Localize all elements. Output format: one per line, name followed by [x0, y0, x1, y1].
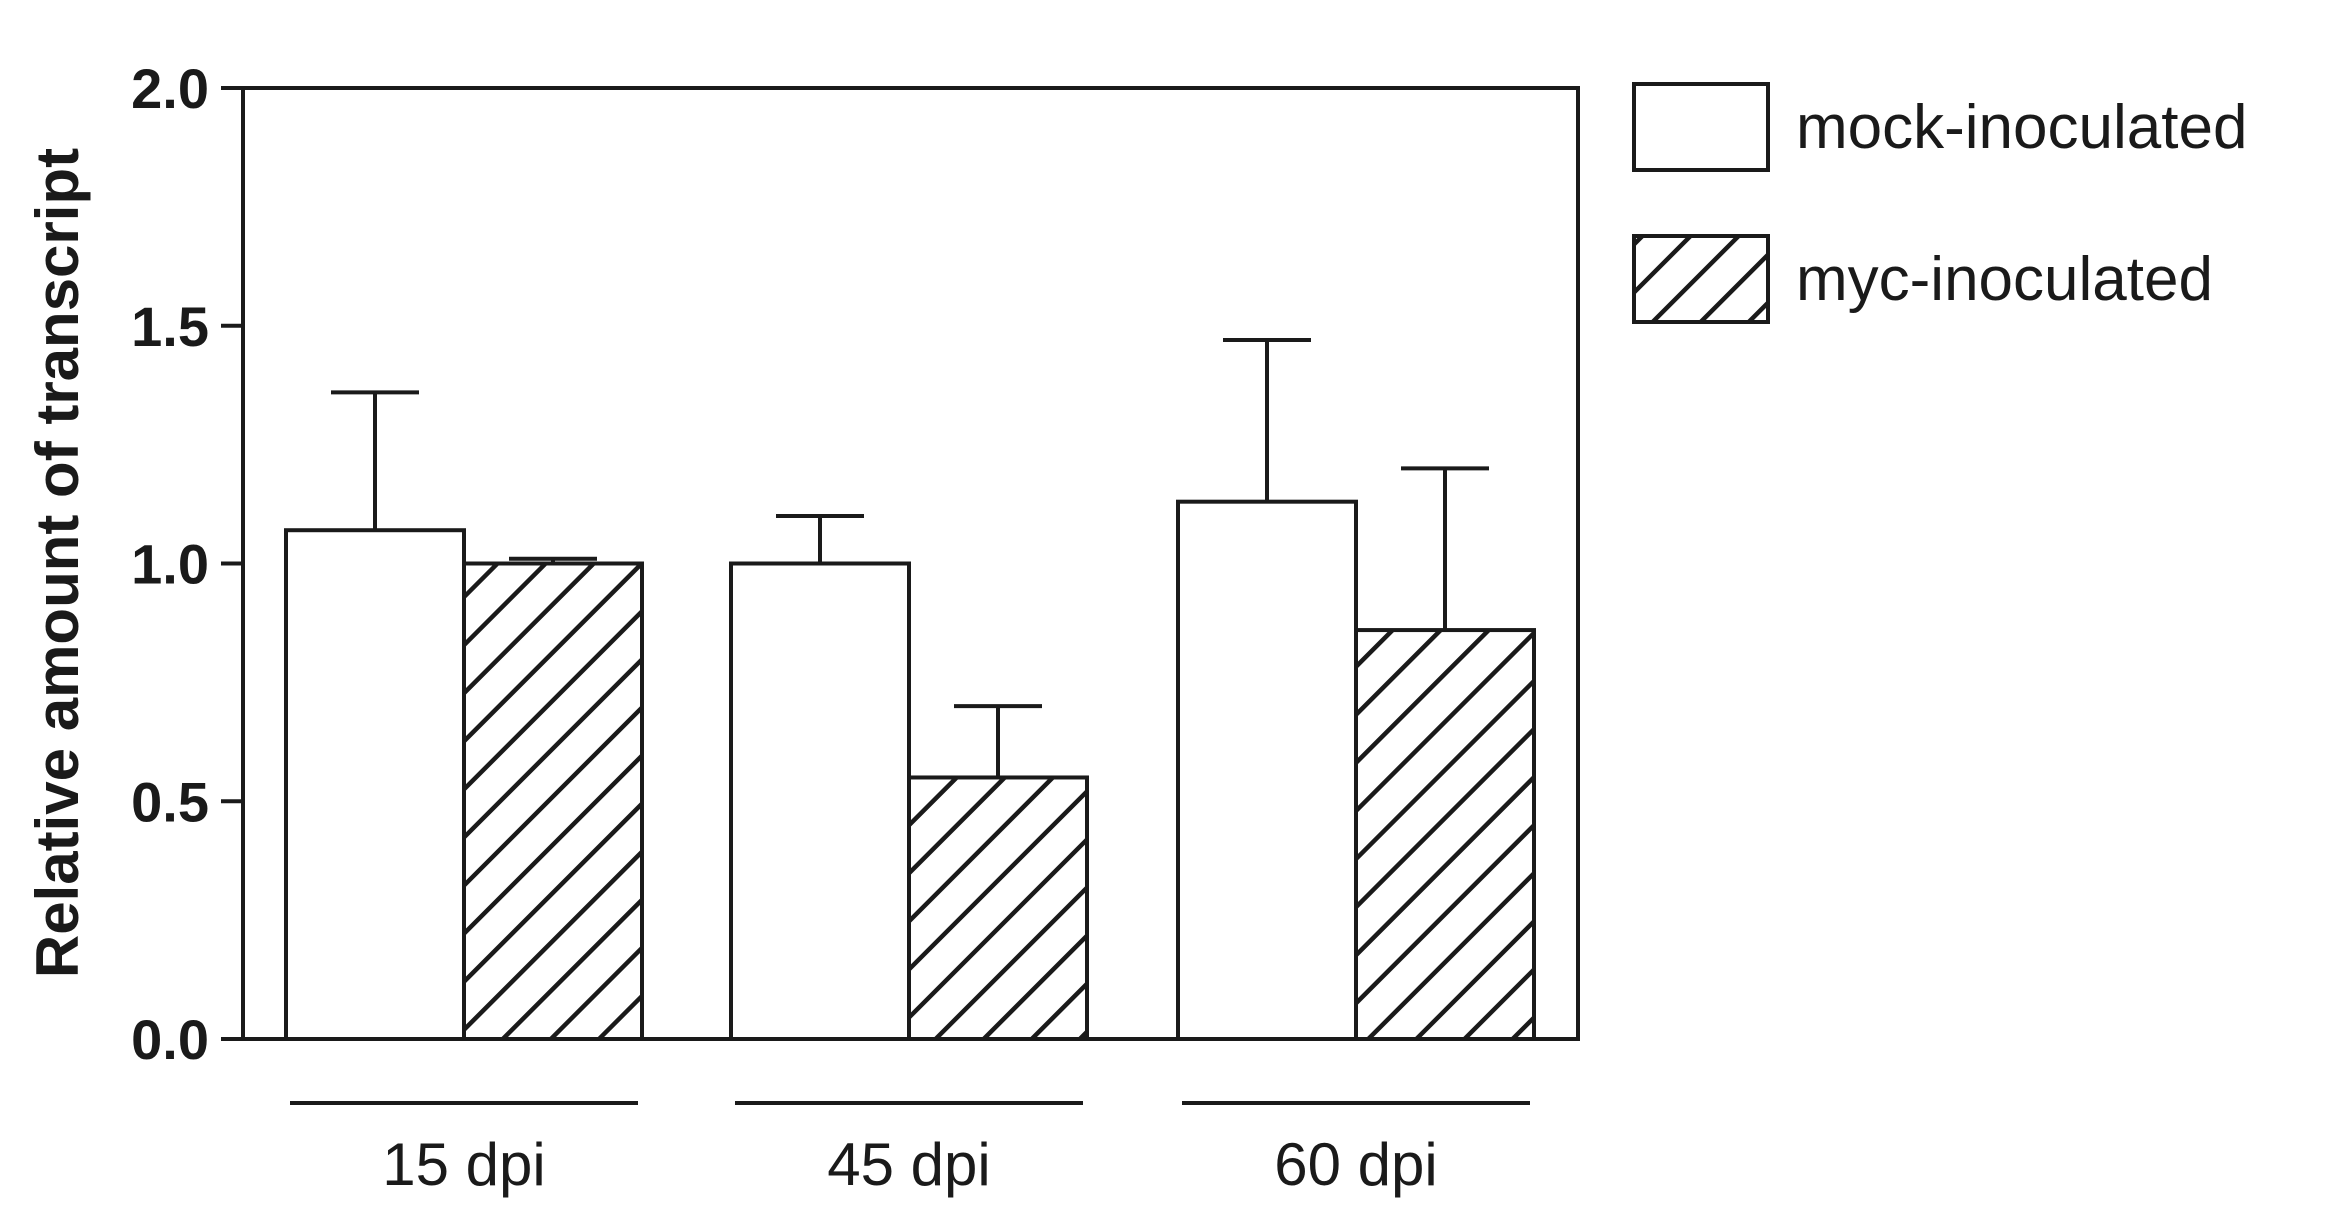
- y-tick-label: 0.0: [131, 1008, 209, 1071]
- y-tick-label: 1.5: [131, 295, 209, 358]
- legend-label-myc-inoculated: myc-inoculated: [1796, 245, 2213, 314]
- y-tick-label: 0.5: [131, 770, 209, 833]
- error-bars: [331, 338, 1489, 778]
- bar-myc-inoculated-60-dpi: [1354, 628, 1536, 1041]
- y-axis-label: Relative amount of transcript: [24, 148, 91, 978]
- x-category-label: 45 dpi: [827, 1131, 990, 1198]
- bar-myc-inoculated-45-dpi: [907, 775, 1089, 1041]
- legend-label-mock-inoculated: mock-inoculated: [1796, 93, 2247, 162]
- bar-mock-inoculated-60-dpi: [1176, 499, 1358, 1041]
- bar-myc-inoculated-15-dpi: [462, 561, 644, 1041]
- legend-swatch-myc-inoculated: [1632, 234, 1770, 324]
- x-category-label: 60 dpi: [1274, 1131, 1437, 1198]
- bar-mock-inoculated-15-dpi: [284, 528, 466, 1042]
- x-axis: 15 dpi 45 dpi 60 dpi: [290, 1101, 1530, 1198]
- y-tick-label: 1.0: [131, 533, 209, 596]
- legend-swatch-mock-inoculated: [1632, 82, 1770, 172]
- y-axis: 0.0 0.5 1.0 1.5 2.0: [131, 57, 243, 1071]
- y-tick-label: 2.0: [131, 57, 209, 120]
- x-category-label: 15 dpi: [382, 1131, 545, 1198]
- legend: mock-inoculated myc-inoculated: [1632, 82, 2247, 324]
- bar-mock-inoculated-45-dpi: [729, 561, 911, 1041]
- bars: [284, 499, 1536, 1042]
